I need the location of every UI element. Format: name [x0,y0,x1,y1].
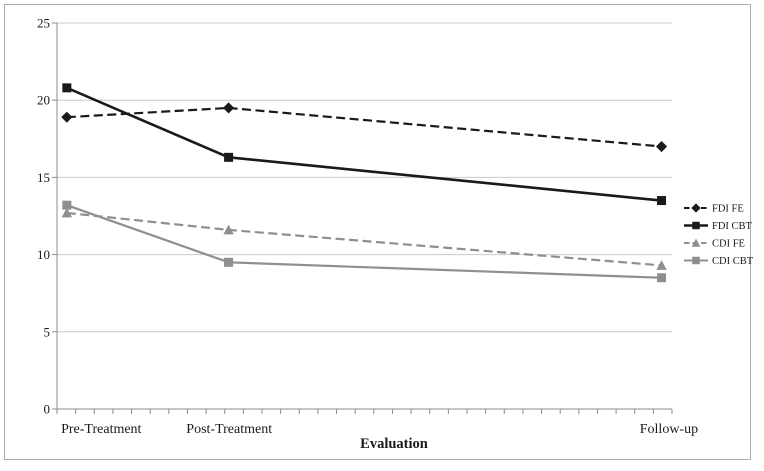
legend-marker [691,238,701,247]
series-cdi-cbt [62,200,667,283]
series-marker-cdi-cbt [657,273,667,283]
legend-marker [691,203,701,213]
legend-item: FDI CBT [684,221,753,232]
x-axis-title: Evaluation [360,436,428,452]
legend-item-label: FDI CBT [712,221,753,232]
legend-item: CDI CBT [684,256,754,267]
series-marker-fdi-fe [223,102,235,114]
legend-item: FDI FE [684,203,744,215]
legend: FDI FE FDI CBT CDI FE CDI CBT [684,203,754,267]
legend-marker [692,256,700,265]
series-line-cdi-fe [66,211,662,267]
figure-border [4,4,751,460]
y-tick-label: 20 [37,93,50,108]
legend-marker [692,221,700,230]
x-category-label: Post-Treatment [186,422,272,437]
x-category-label: Pre-Treatment [61,422,141,437]
legend-item-label: CDI FE [712,239,745,250]
series-marker-fdi-fe [61,111,73,123]
series-marker-cdi-fe [61,207,73,218]
series-marker-cdi-fe [223,224,234,235]
series-marker-fdi-cbt [657,196,667,206]
y-tick-label: 0 [44,402,51,417]
legend-item-label: FDI FE [712,204,744,215]
series-fdi-cbt [62,83,667,206]
series-marker-fdi-fe [655,140,668,153]
y-tick-label: 10 [37,247,50,262]
series-marker-cdi-cbt [224,257,234,267]
series-marker-fdi-cbt [62,83,72,93]
legend-item-label: CDI CBT [712,256,754,267]
y-tick-label: 25 [37,16,50,31]
series-marker-cdi-fe [656,260,667,270]
series-marker-fdi-cbt [224,152,234,162]
x-category-label: Follow-up [640,422,698,437]
legend-item: CDI FE [684,239,745,250]
series-fdi-fe [61,102,668,153]
series-line-fdi-cbt [66,86,662,202]
y-tick-label: 5 [44,324,51,339]
series-cdi-fe [61,207,667,270]
series-marker-cdi-cbt [62,200,72,210]
y-tick-label: 15 [37,170,50,185]
